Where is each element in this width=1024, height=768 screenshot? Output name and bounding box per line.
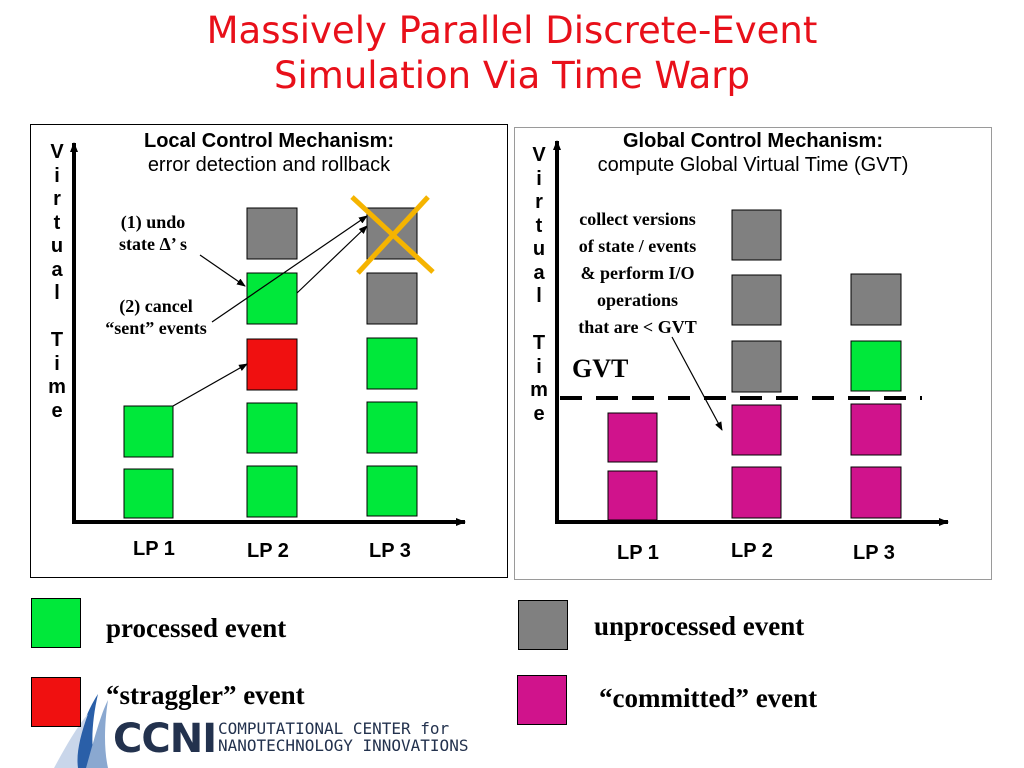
gvt-annotation-line: of state / events [578,236,697,256]
undo-arrow [199,254,246,287]
lp3-label: LP 3 [369,540,411,562]
virtual-time-axis-label: V i r t u a l T i m e [47,141,67,423]
committed-event [731,466,782,519]
axis-letter: r [53,188,61,210]
axis-letter: e [51,399,63,422]
processed-event [246,465,298,518]
processed-event [246,402,298,454]
axis-letter: t [53,211,61,234]
cancel-annotation-line: (2) cancel [119,296,193,316]
committed-event [850,403,902,456]
undo-annotation: (1) undo state Δ’ s [103,211,203,255]
ccni-logo-subtitle: COMPUTATIONAL CENTER for NANOTECHNOLOGY … [218,720,468,754]
cancel-arrow [211,215,368,323]
ccni-logo-text: CCNI [113,716,217,762]
lp2-label: LP 2 [731,540,773,562]
ccni-logo-subtitle-line: NANOTECHNOLOGY INNOVATIONS [218,736,469,755]
axis-letter: l [536,285,542,307]
axis-letter: e [533,402,545,425]
slide-title-line-2: Simulation Via Time Warp [274,54,750,97]
legend-committed-label: “committed” event [599,683,818,713]
send-arrow [172,363,248,407]
global-control-heading: Global Control Mechanism: [622,130,884,152]
slide-title: Massively Parallel Discrete-Event Simula… [0,8,1024,98]
gvt-annotation-line: that are < GVT [578,317,697,337]
global-control-subheading: compute Global Virtual Time (GVT) [597,154,909,176]
axis-letter: r [535,191,543,213]
gvt-label: GVT [572,354,629,383]
lp3-label: LP 3 [853,542,895,564]
processed-event [123,405,174,458]
undo-annotation-line: (1) undo [120,212,186,232]
committed-event [850,466,902,519]
axis-letter: i [536,355,542,378]
ccni-logo-icon [54,694,108,768]
cancel-x-icon [350,195,435,275]
cancel-annotation-line: “sent” events [105,318,207,338]
axis-letter: a [533,261,545,284]
unprocessed-event [850,273,902,326]
axis-letter: i [536,167,542,190]
unprocessed-event [731,274,782,326]
axis-letter: T [50,329,64,351]
legend-processed-label: processed event [106,613,287,643]
lp2-label: LP 2 [247,540,289,562]
legend-unprocessed-swatch [518,600,568,650]
axis-letter: t [535,214,543,237]
global-control-title: Global Control Mechanism: compute Global… [515,129,991,177]
gvt-annotation-line: collect versions [579,209,696,229]
unprocessed-event [731,209,782,261]
axis-letter: a [51,258,63,281]
local-control-heading: Local Control Mechanism: [143,130,395,152]
undo-annotation-line: state Δ’ s [119,234,187,254]
lp1-label: LP 1 [617,542,659,564]
gvt-annotation-line: operations [597,290,678,310]
unprocessed-event [731,340,782,393]
cancel-annotation: (2) cancel “sent” events [91,295,221,339]
gvt-annotation-line: & perform I/O [580,263,695,283]
local-control-title: Local Control Mechanism: error detection… [31,129,507,177]
slide-title-line-1: Massively Parallel Discrete-Event [206,9,818,52]
axis-letter: l [54,282,60,304]
commit-arrow [671,336,723,431]
axis-letter: i [54,164,60,187]
processed-event [850,340,902,392]
legend-straggler-swatch [31,677,81,727]
processed-event [366,465,418,517]
local-control-subheading: error detection and rollback [147,154,391,176]
legend-committed-swatch [517,675,567,725]
axis-letter: i [54,352,60,375]
committed-event [731,404,782,456]
axis-letter: V [532,144,546,166]
committed-event [607,412,658,463]
global-control-panel: Global Control Mechanism: compute Global… [514,127,992,580]
axis-letter: m [48,376,66,398]
virtual-time-axis-label: V i r t u a l T i m e [529,144,549,426]
processed-event [366,401,418,454]
legend-unprocessed-label: unprocessed event [594,611,805,641]
axis-letter: m [530,379,548,401]
gvt-annotation: collect versions of state / events & per… [555,206,720,341]
axis-letter: V [50,141,64,163]
ccni-logo-subtitle-line: COMPUTATIONAL CENTER for [218,719,450,738]
cancel-arrow [296,225,368,294]
straggler-event [246,338,298,391]
legend-straggler-label: “straggler” event [106,680,305,710]
axis-letter: T [532,332,546,354]
lp1-label: LP 1 [133,538,175,560]
processed-event [366,337,418,390]
committed-event [607,470,658,521]
axis-letter: u [50,235,64,257]
unprocessed-event [366,272,418,325]
legend-processed-swatch [31,598,81,648]
processed-event [123,468,174,519]
axis-letter: u [532,238,546,260]
unprocessed-event [246,207,298,260]
